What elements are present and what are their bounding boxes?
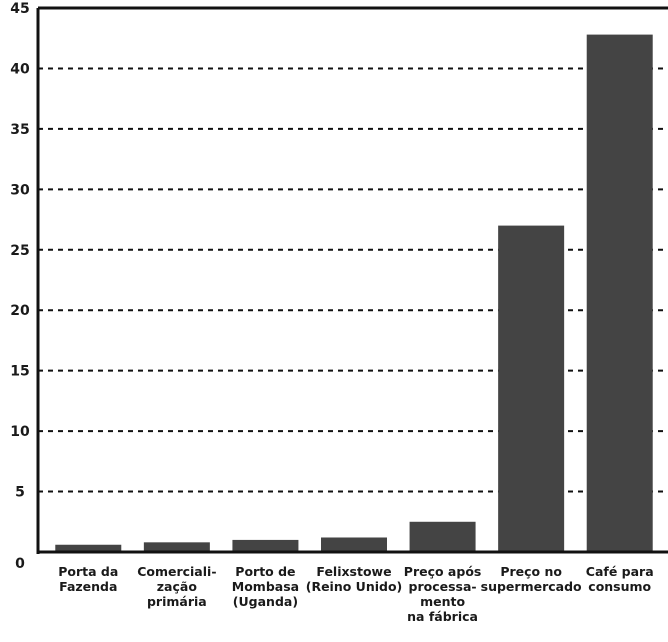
- category-label-4: Preço após processa-mento na fábrica: [404, 564, 482, 624]
- bar-4: [409, 521, 476, 552]
- category-label-3: Felixstowe (Reino Unido): [306, 564, 403, 594]
- bar-2: [232, 539, 299, 552]
- y-tick-label-30: 30: [10, 182, 30, 198]
- bar-6: [586, 34, 653, 552]
- category-label-0: Porta da Fazenda: [58, 564, 118, 594]
- y-tick-label-0: 0: [15, 556, 25, 572]
- bar-5: [498, 225, 565, 552]
- y-tick-label-15: 15: [10, 364, 29, 380]
- bar-1: [143, 542, 210, 552]
- y-tick-label-20: 20: [10, 303, 30, 319]
- category-label-1: Comerciali-zação primária: [137, 564, 216, 609]
- y-axis-ticks: 0 5 10 15 20 25 30 35 40 45: [10, 1, 30, 572]
- y-tick-label-35: 35: [10, 122, 29, 138]
- gridlines: [38, 67, 664, 493]
- y-tick-label-40: 40: [10, 61, 30, 77]
- y-tick-label-5: 5: [15, 485, 25, 501]
- y-tick-label-25: 25: [10, 243, 29, 259]
- plot-frame: [36, 6, 668, 554]
- category-label-5: Preço no supermercado: [481, 564, 582, 594]
- x-axis-categories: Porta da Fazenda Comerciali-zação primária P…: [58, 564, 653, 624]
- y-tick-label-45: 45: [10, 1, 29, 17]
- bars: [55, 34, 653, 552]
- category-label-2: Porto de Mombasa (Uganda): [232, 564, 299, 609]
- bar-3: [321, 537, 387, 552]
- category-label-6: Café para consumo: [586, 564, 654, 594]
- bar-0: [55, 544, 122, 552]
- y-tick-label-10: 10: [10, 424, 30, 440]
